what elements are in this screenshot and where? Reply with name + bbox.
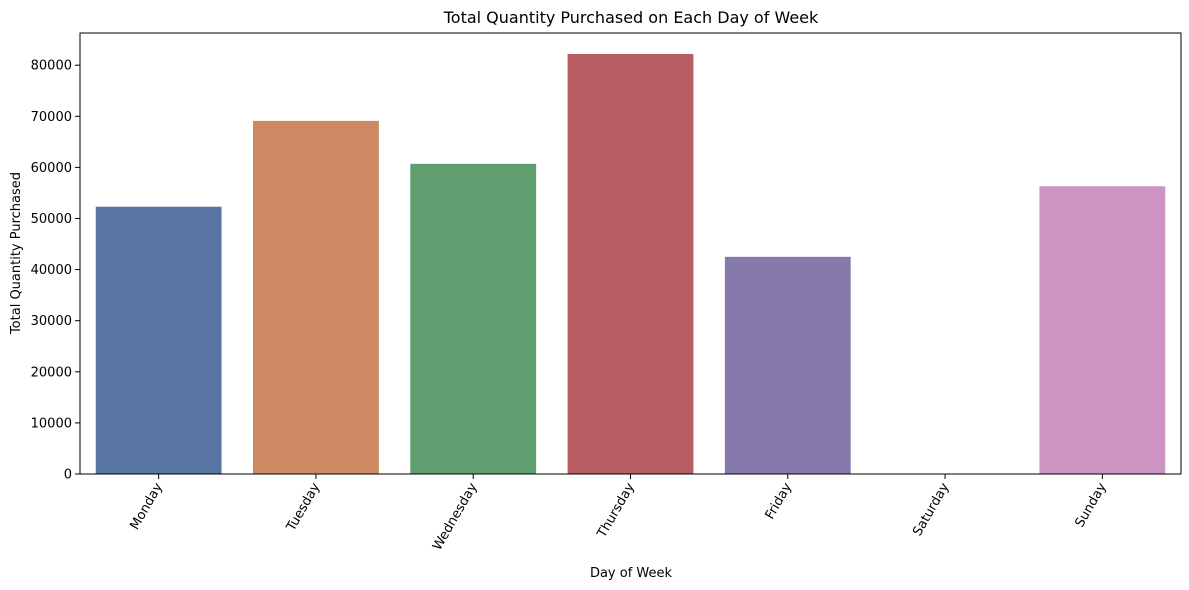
y-tick-label: 10000 <box>31 416 72 431</box>
y-tick-label: 50000 <box>31 212 72 227</box>
x-tick-label-thursday: Thursday <box>594 480 638 541</box>
bars-group <box>95 53 1166 475</box>
x-tick-label-friday: Friday <box>763 480 796 522</box>
x-tick-label-saturday: Saturday <box>910 480 952 538</box>
x-axis-label: Day of Week <box>590 566 673 581</box>
y-tick-label: 30000 <box>31 314 72 329</box>
plot-frame <box>79 32 1182 475</box>
y-axis: 0 10000 20000 30000 40000 50000 60000 70000 8000… <box>31 59 80 483</box>
y-tick-label: 0 <box>64 468 72 483</box>
y-tick-label: 60000 <box>31 161 72 176</box>
bar-monday <box>95 206 222 475</box>
chart-title: Total Quantity Purchased on Each Day of … <box>443 8 819 27</box>
bar-sunday <box>1039 186 1166 474</box>
y-tick-label: 20000 <box>31 365 72 380</box>
x-tick-label-sunday: Sunday <box>1073 480 1110 530</box>
y-tick-label: 40000 <box>31 263 72 278</box>
y-axis-label: Total Quantity Purchased <box>9 172 24 335</box>
y-tick-label: 80000 <box>31 59 72 74</box>
bar-friday <box>724 256 851 474</box>
x-tick-label-monday: Monday <box>127 480 166 532</box>
bar-tuesday <box>253 120 379 474</box>
y-tick-label: 70000 <box>31 110 72 125</box>
bar-thursday <box>567 53 694 475</box>
x-axis: Monday Tuesday Wednesday Thursday Friday Satu… <box>127 474 1110 553</box>
x-tick-label-tuesday: Tuesday <box>283 480 323 534</box>
x-tick-label-wednesday: Wednesday <box>430 480 481 553</box>
bar-wednesday <box>410 163 537 475</box>
